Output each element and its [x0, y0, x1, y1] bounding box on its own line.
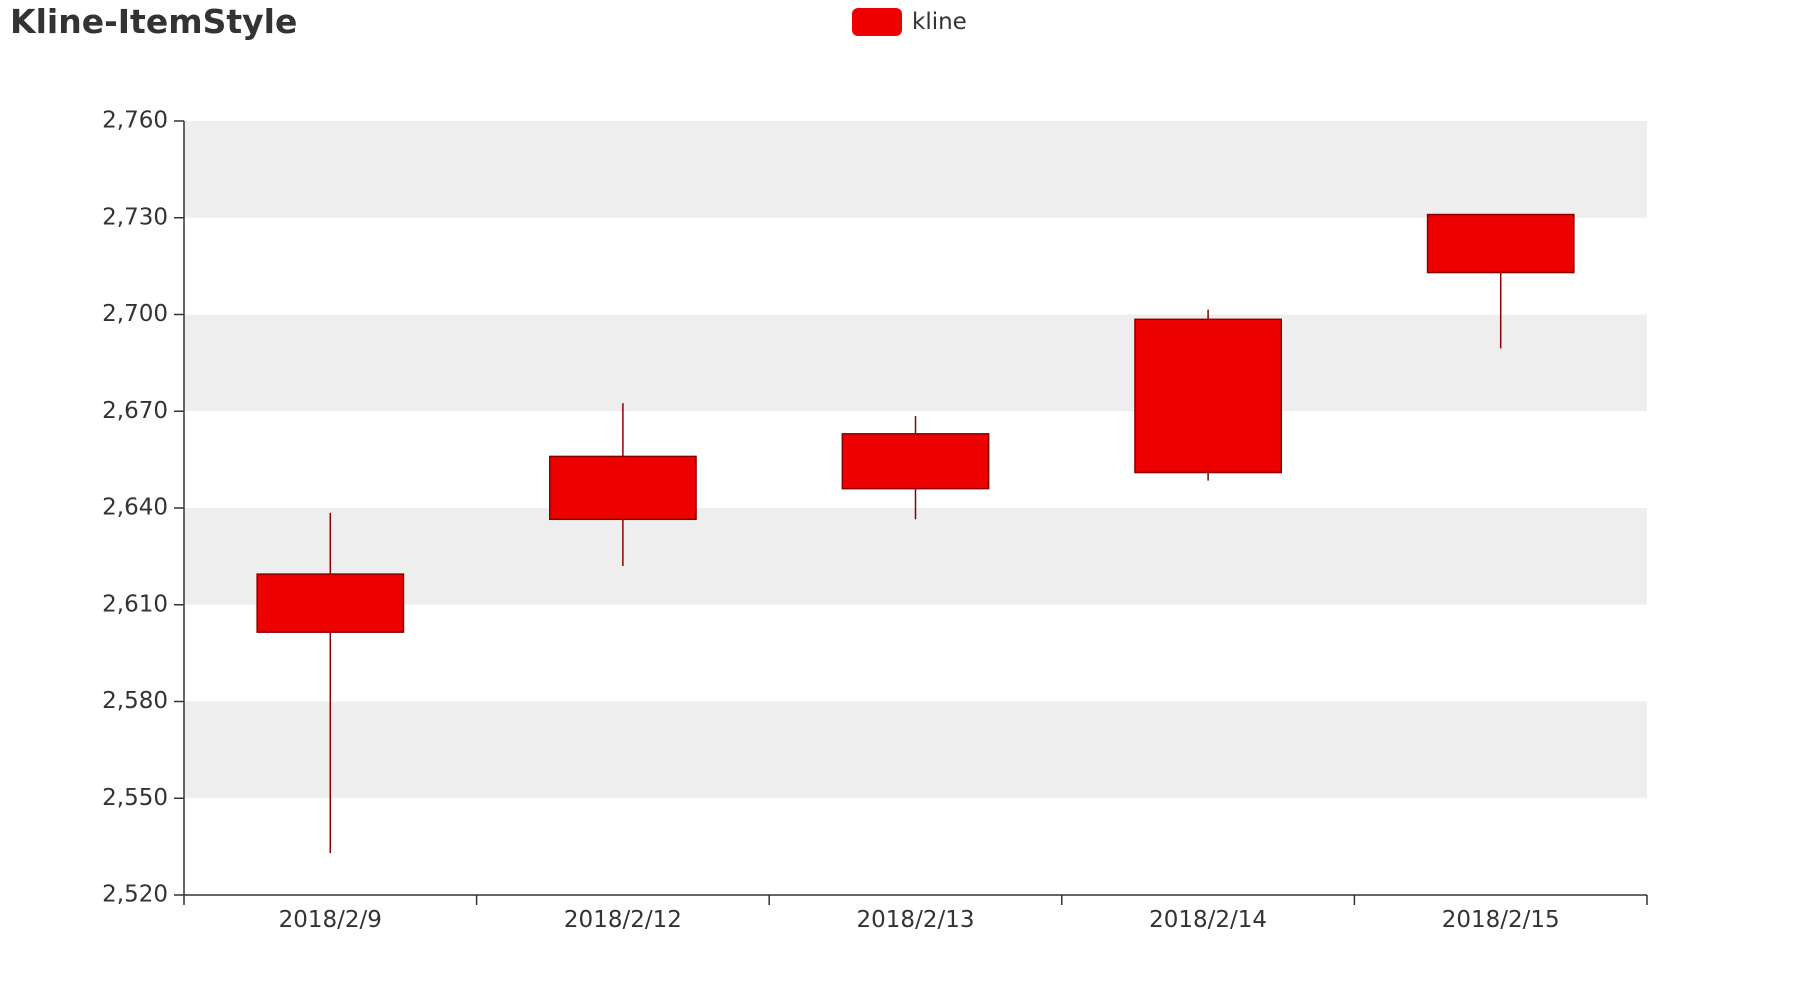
split-band — [184, 798, 1647, 895]
split-band — [184, 121, 1647, 218]
candle — [256, 512, 405, 854]
split-band — [184, 508, 1647, 605]
y-tick-label: 2,700 — [102, 301, 168, 327]
candle — [1134, 309, 1282, 481]
x-tick-label: 2018/2/13 — [857, 907, 975, 933]
candle — [549, 403, 697, 567]
x-tick-label: 2018/2/12 — [564, 907, 682, 933]
candle-body — [1134, 318, 1282, 474]
candle — [1426, 213, 1575, 349]
y-tick-label: 2,730 — [102, 204, 168, 230]
y-tick-label: 2,520 — [102, 882, 168, 908]
y-tick-label: 2,550 — [102, 785, 168, 811]
x-tick-label: 2018/2/9 — [279, 907, 382, 933]
candle-body — [256, 573, 405, 633]
candle-body — [841, 433, 990, 490]
y-tick-label: 2,640 — [102, 495, 168, 521]
x-tick-label: 2018/2/14 — [1149, 907, 1267, 933]
axes: 2,520 2,550 2,580 2,610 2,640 2,670 2,700 2,730… — [102, 108, 1648, 933]
split-band — [184, 701, 1647, 799]
y-tick-label: 2,670 — [102, 398, 168, 424]
split-band — [184, 604, 1647, 702]
y-tick-label: 2,580 — [102, 688, 168, 714]
candle-body — [1426, 213, 1575, 274]
split-band — [184, 314, 1647, 412]
split-area-bands — [184, 121, 1647, 895]
x-tick-label: 2018/2/15 — [1442, 907, 1560, 933]
legend-swatch-kline[interactable] — [852, 8, 902, 36]
chart-title: Kline-ItemStyle — [10, 2, 298, 41]
split-band — [184, 217, 1647, 315]
y-tick-label: 2,760 — [102, 108, 168, 134]
candles — [256, 213, 1575, 854]
legend[interactable]: kline — [852, 8, 967, 36]
y-tick-label: 2,610 — [102, 591, 168, 617]
legend-label-kline[interactable]: kline — [912, 9, 967, 35]
candle-body — [549, 455, 697, 521]
candle — [841, 416, 990, 520]
